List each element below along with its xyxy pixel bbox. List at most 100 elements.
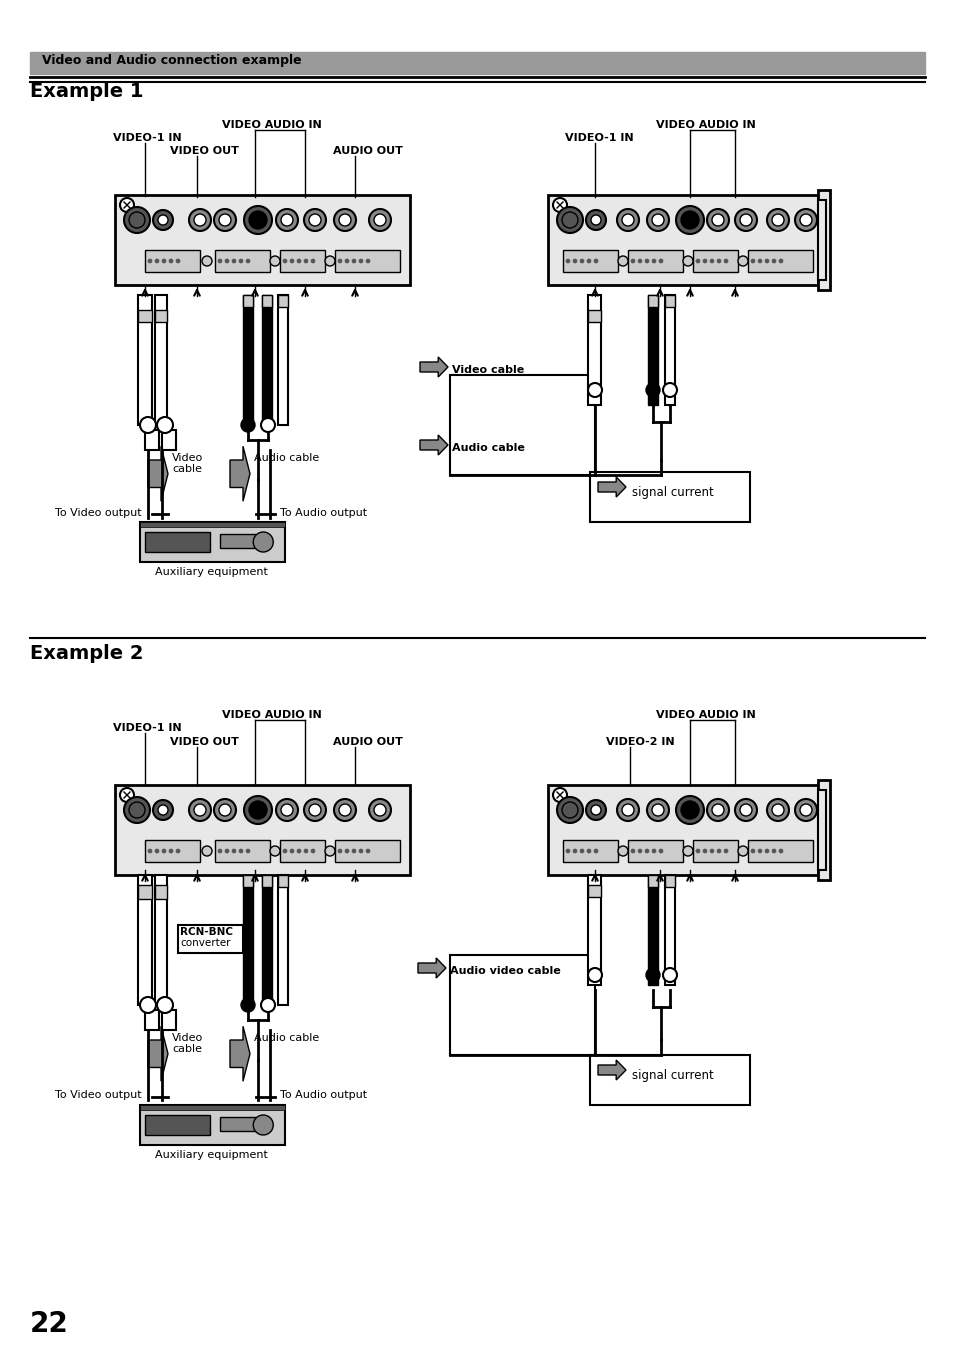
Circle shape <box>617 209 639 231</box>
Circle shape <box>800 213 811 226</box>
Circle shape <box>565 259 569 263</box>
Circle shape <box>651 259 656 263</box>
Circle shape <box>586 848 590 852</box>
Text: cable: cable <box>172 1044 202 1054</box>
Circle shape <box>585 800 605 820</box>
Circle shape <box>561 802 578 817</box>
Bar <box>262 875 272 1005</box>
Circle shape <box>270 255 280 266</box>
Circle shape <box>676 796 703 824</box>
Circle shape <box>750 848 754 852</box>
Circle shape <box>723 848 727 852</box>
Bar <box>140 521 285 527</box>
Circle shape <box>152 800 172 820</box>
Bar <box>243 875 253 1005</box>
Text: Example 1: Example 1 <box>30 82 143 101</box>
Circle shape <box>561 212 578 228</box>
Circle shape <box>740 213 751 226</box>
Bar <box>243 295 253 307</box>
Circle shape <box>157 417 172 434</box>
Circle shape <box>553 788 566 802</box>
Bar <box>154 295 167 426</box>
Bar <box>817 780 829 880</box>
Polygon shape <box>148 1027 168 1081</box>
Bar <box>138 875 152 1005</box>
Circle shape <box>283 848 287 852</box>
Circle shape <box>169 848 172 852</box>
Bar <box>627 250 682 272</box>
Circle shape <box>651 804 663 816</box>
Circle shape <box>140 417 156 434</box>
Circle shape <box>717 848 720 852</box>
Circle shape <box>771 259 775 263</box>
Circle shape <box>129 212 145 228</box>
Bar <box>547 785 817 875</box>
Bar <box>154 309 167 322</box>
Circle shape <box>290 848 294 852</box>
Circle shape <box>644 848 648 852</box>
Circle shape <box>334 209 355 231</box>
Bar <box>214 840 270 862</box>
Circle shape <box>711 804 723 816</box>
Circle shape <box>594 848 598 852</box>
Circle shape <box>213 209 235 231</box>
Circle shape <box>766 798 788 821</box>
Polygon shape <box>419 435 448 455</box>
Circle shape <box>618 846 627 857</box>
Circle shape <box>779 259 782 263</box>
Circle shape <box>281 804 293 816</box>
Circle shape <box>124 207 150 232</box>
Circle shape <box>219 804 231 816</box>
Circle shape <box>794 209 816 231</box>
Text: Auxiliary equipment: Auxiliary equipment <box>154 567 268 577</box>
Bar <box>162 430 175 450</box>
Circle shape <box>290 259 294 263</box>
Circle shape <box>232 259 235 263</box>
Circle shape <box>225 259 229 263</box>
Bar <box>277 875 288 1005</box>
Circle shape <box>304 209 326 231</box>
Text: RCN-BNC: RCN-BNC <box>180 927 233 938</box>
Circle shape <box>682 255 692 266</box>
Circle shape <box>311 848 314 852</box>
Circle shape <box>249 801 267 819</box>
Circle shape <box>662 382 677 397</box>
Circle shape <box>148 259 152 263</box>
Bar <box>562 840 618 862</box>
Bar <box>154 875 167 1005</box>
Circle shape <box>646 798 668 821</box>
Text: To Audio output: To Audio output <box>280 508 367 517</box>
Text: Audio cable: Audio cable <box>253 1034 319 1043</box>
Circle shape <box>621 213 634 226</box>
Circle shape <box>338 213 351 226</box>
Bar <box>647 875 658 985</box>
Circle shape <box>758 848 761 852</box>
Circle shape <box>129 802 145 817</box>
Text: Video and Audio connection example: Video and Audio connection example <box>42 54 301 68</box>
Polygon shape <box>598 477 625 497</box>
Circle shape <box>621 804 634 816</box>
Circle shape <box>325 846 335 857</box>
Text: VIDEO OUT: VIDEO OUT <box>170 146 238 155</box>
Circle shape <box>253 532 273 553</box>
Bar <box>243 295 253 426</box>
Circle shape <box>557 797 582 823</box>
Bar <box>214 250 270 272</box>
Bar <box>138 885 152 898</box>
Circle shape <box>771 804 783 816</box>
Circle shape <box>590 215 600 226</box>
Circle shape <box>740 804 751 816</box>
Circle shape <box>696 259 700 263</box>
Circle shape <box>702 259 706 263</box>
Circle shape <box>766 209 788 231</box>
Bar <box>280 840 325 862</box>
Circle shape <box>618 255 627 266</box>
Bar <box>587 885 600 897</box>
Bar <box>243 875 253 888</box>
Circle shape <box>311 259 314 263</box>
Circle shape <box>148 848 152 852</box>
Bar <box>219 1117 255 1131</box>
Circle shape <box>154 259 159 263</box>
Circle shape <box>553 199 566 212</box>
Circle shape <box>587 382 601 397</box>
